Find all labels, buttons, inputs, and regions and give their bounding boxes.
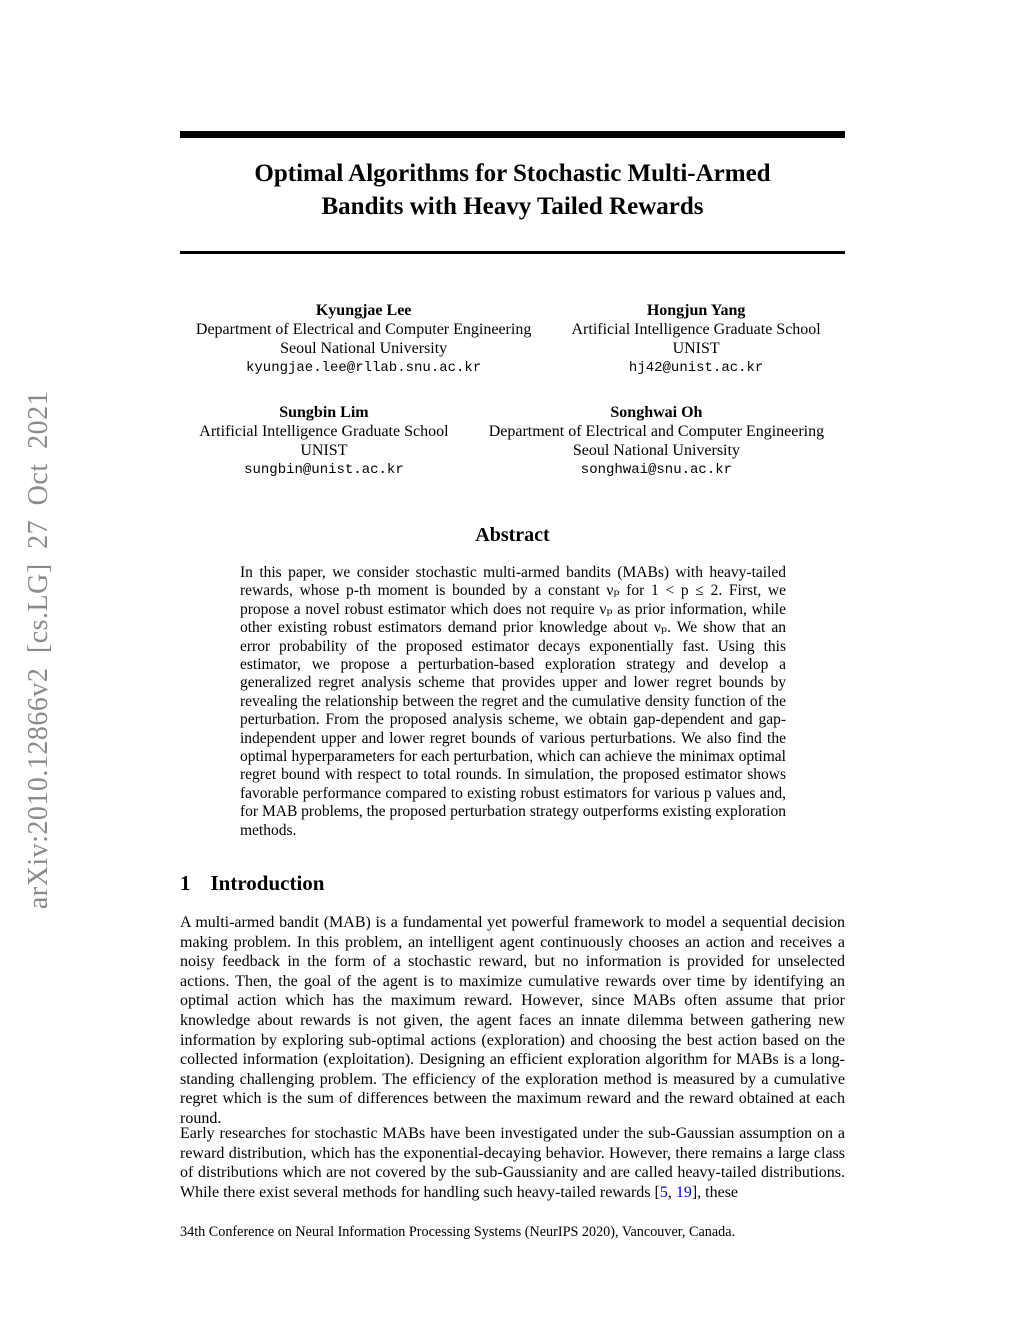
author-block-hongjun-yang: Hongjun Yang Artificial Intelligence Gra…	[547, 301, 845, 378]
text-segment: ,	[667, 1183, 676, 1201]
author-email: hj42@unist.ac.kr	[628, 360, 764, 376]
author-affiliation-line1: Department of Electrical and Computer En…	[195, 321, 532, 338]
abstract-text: In this paper, we consider stochastic mu…	[240, 564, 786, 839]
authors-row-1: Kyungjae Lee Department of Electrical an…	[180, 301, 845, 378]
text-segment: Early researches for stochastic MABs hav…	[180, 1125, 845, 1201]
author-name: Songhwai Oh	[610, 404, 703, 421]
author-email: kyungjae.lee@rllab.snu.ac.kr	[245, 360, 482, 376]
conference-footnote: 34th Conference on Neural Information Pr…	[180, 1224, 736, 1240]
author-email: songhwai@snu.ac.kr	[580, 462, 733, 478]
citation-ref[interactable]: 5	[659, 1183, 668, 1201]
text-segment: ], these	[691, 1183, 739, 1201]
paper-title: Optimal Algorithms for Stochastic Multi-…	[180, 157, 845, 223]
paper-title-line1: Optimal Algorithms for Stochastic Multi-…	[254, 160, 771, 187]
authors-row-2: Sungbin Lim Artificial Intelligence Grad…	[180, 403, 845, 480]
author-affiliation-line1: Department of Electrical and Computer En…	[488, 423, 825, 440]
author-email: sungbin@unist.ac.kr	[244, 462, 404, 478]
author-name: Sungbin Lim	[279, 404, 369, 421]
paper-title-line2: Bandits with Heavy Tailed Rewards	[321, 193, 704, 220]
intro-paragraph-1: A multi-armed bandit (MAB) is a fundamen…	[180, 914, 845, 1127]
author-affiliation-line1: Artificial Intelligence Graduate School	[199, 423, 449, 440]
author-name: Kyungjae Lee	[315, 302, 412, 319]
author-name: Hongjun Yang	[646, 302, 746, 319]
title-rule-top	[180, 131, 845, 138]
author-affiliation-line1: Artificial Intelligence Graduate School	[571, 321, 821, 338]
author-block-kyungjae-lee: Kyungjae Lee Department of Electrical an…	[180, 301, 547, 378]
author-block-songhwai-oh: Songhwai Oh Department of Electrical and…	[468, 403, 845, 480]
author-affiliation-line2: Seoul National University	[280, 340, 448, 357]
citation-ref[interactable]: 19	[675, 1183, 692, 1201]
author-block-sungbin-lim: Sungbin Lim Artificial Intelligence Grad…	[180, 403, 468, 480]
abstract-heading: Abstract	[475, 524, 550, 546]
section-number: 1	[180, 871, 191, 895]
intro-paragraph-2: Early researches for stochastic MABs hav…	[180, 1124, 845, 1202]
title-rule-bottom	[180, 251, 845, 254]
section-title: Introduction	[210, 871, 325, 895]
author-affiliation-line2: UNIST	[300, 442, 348, 459]
arxiv-watermark: arXiv:2010.12866v2 [cs.LG] 27 Oct 2021	[23, 390, 54, 910]
section-1-heading: 1 Introduction	[180, 871, 845, 896]
author-affiliation-line2: UNIST	[672, 340, 720, 357]
author-affiliation-line2: Seoul National University	[572, 442, 740, 459]
